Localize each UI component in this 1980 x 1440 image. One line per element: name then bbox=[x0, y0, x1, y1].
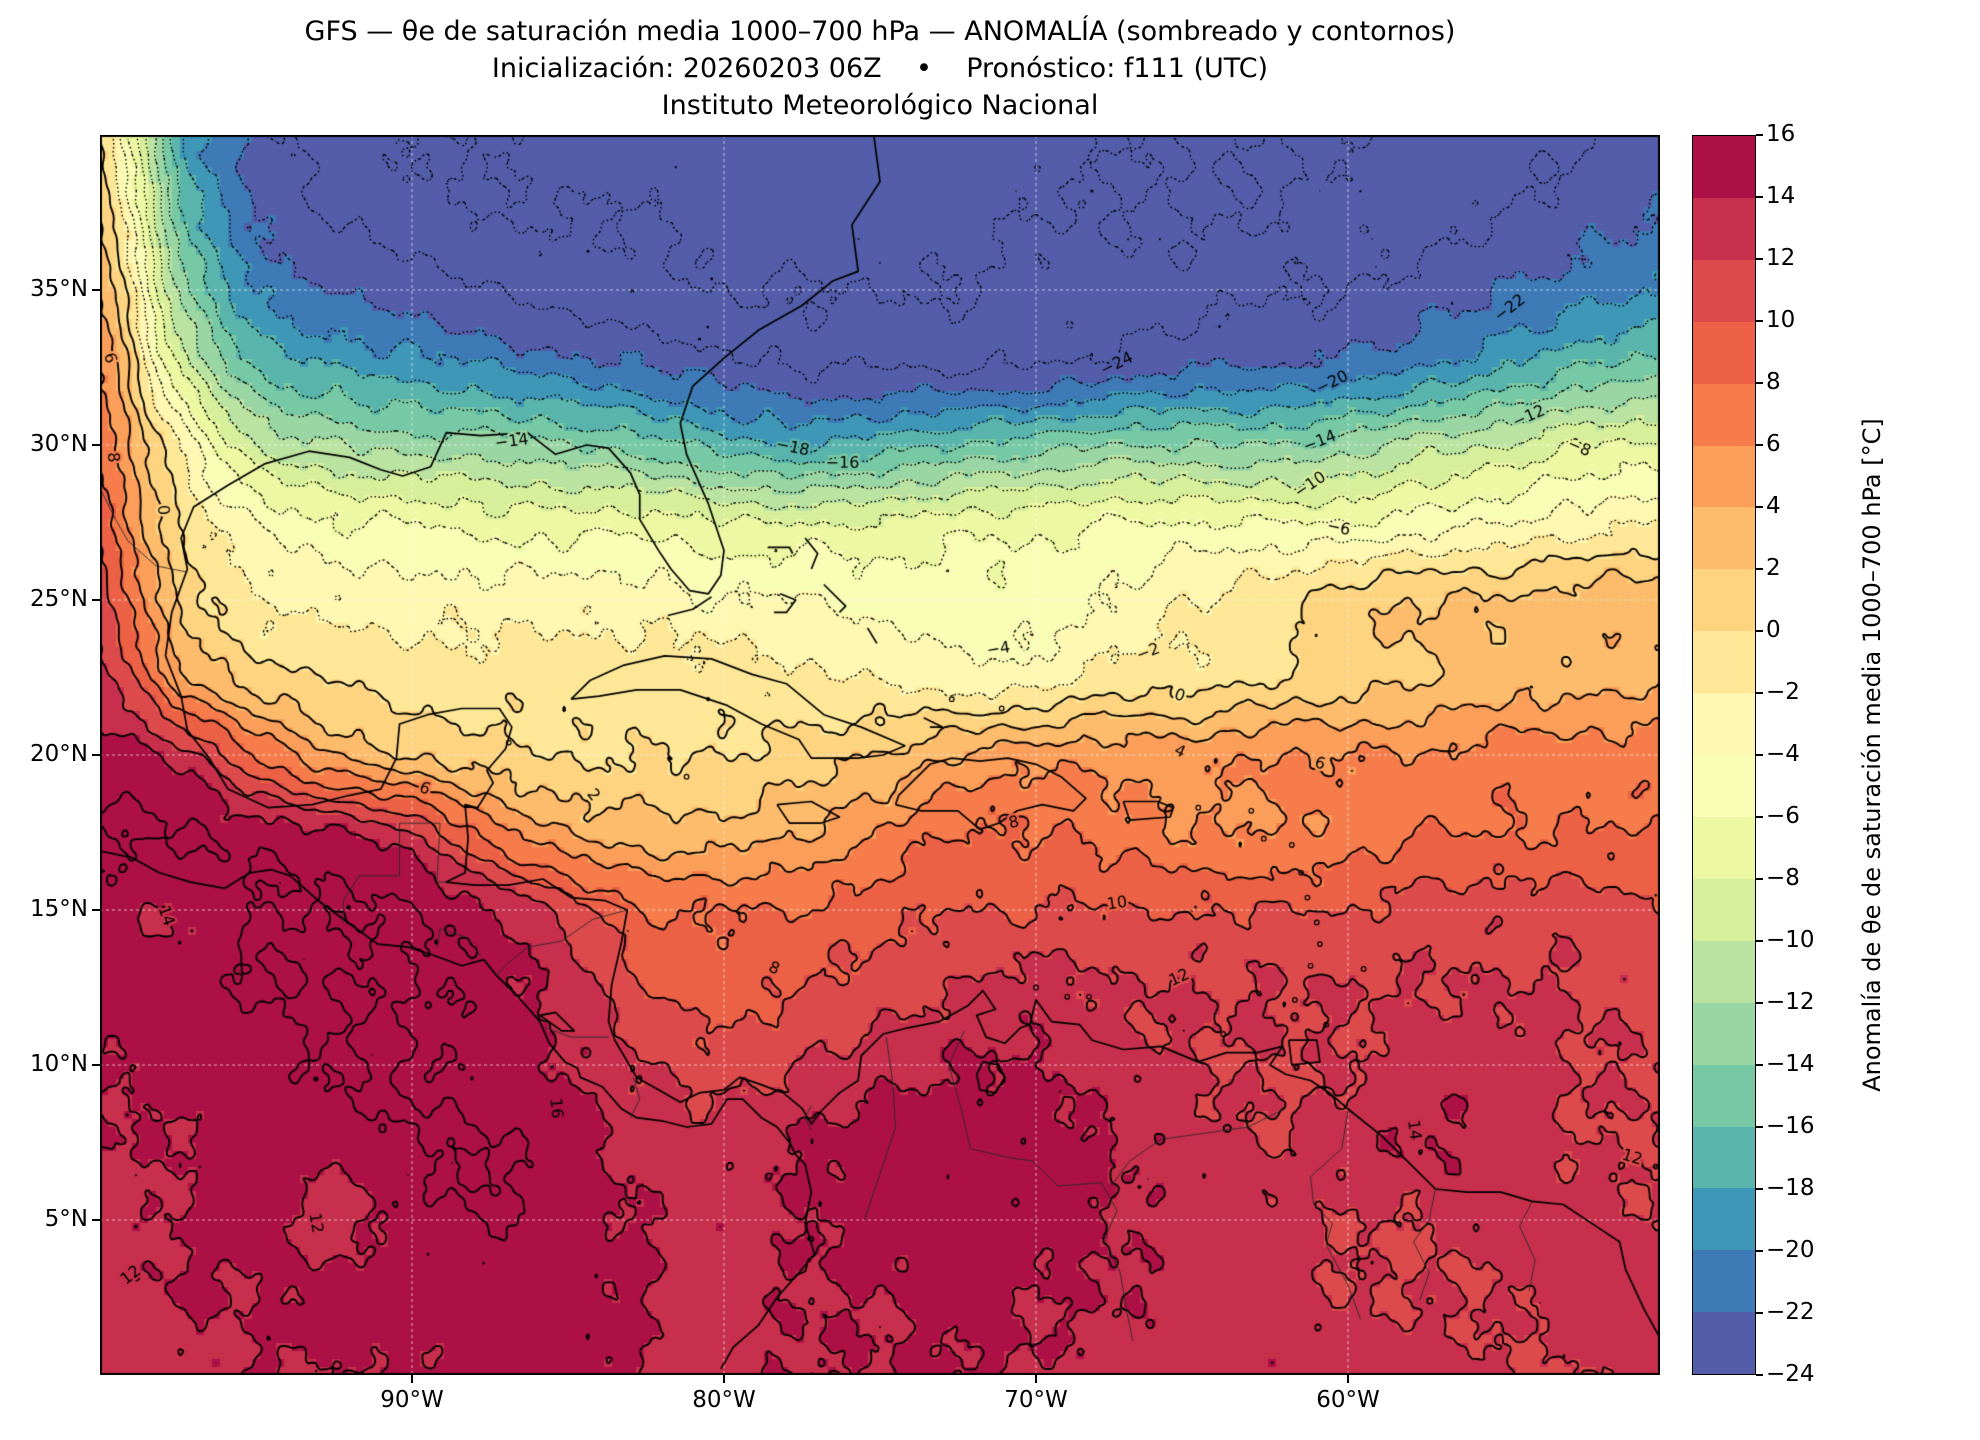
colorbar-tick-mark bbox=[1756, 1002, 1763, 1004]
map-canvas bbox=[100, 135, 1660, 1375]
colorbar-tick-label: −8 bbox=[1766, 865, 1800, 891]
colorbar-tick-label: −20 bbox=[1766, 1237, 1815, 1263]
y-tick-mark bbox=[92, 599, 100, 601]
colorbar-tick-mark bbox=[1756, 506, 1763, 508]
colorbar-tick-label: −2 bbox=[1766, 679, 1800, 705]
colorbar-tick-label: −14 bbox=[1766, 1051, 1815, 1077]
chart-subtitle: Inicialización: 20260203 06Z • Pronóstic… bbox=[491, 53, 1269, 84]
x-tick-mark bbox=[1347, 1375, 1349, 1383]
colorbar-tick-mark bbox=[1756, 1374, 1763, 1376]
y-tick-label: 5°N bbox=[44, 1206, 88, 1232]
y-tick-mark bbox=[92, 289, 100, 291]
colorbar-segment bbox=[1693, 507, 1755, 570]
colorbar-tick-label: 12 bbox=[1766, 245, 1796, 271]
x-tick-mark bbox=[1035, 1375, 1037, 1383]
colorbar-tick-label: 6 bbox=[1766, 431, 1781, 457]
colorbar-tick-label: 16 bbox=[1766, 121, 1796, 147]
colorbar-tick-mark bbox=[1756, 1250, 1763, 1252]
colorbar-tick-mark bbox=[1756, 382, 1763, 384]
colorbar-segment bbox=[1693, 755, 1755, 817]
chart-institution: Instituto Meteorológico Nacional bbox=[661, 90, 1099, 121]
colorbar-label: Anomalía de θe de saturación media 1000–… bbox=[1858, 418, 1886, 1092]
colorbar-tick-label: −6 bbox=[1766, 803, 1800, 829]
colorbar-tick-mark bbox=[1756, 444, 1763, 446]
colorbar-tick-mark bbox=[1756, 1126, 1763, 1128]
colorbar-tick-mark bbox=[1756, 1312, 1763, 1314]
y-tick-label: 10°N bbox=[30, 1051, 88, 1077]
colorbar-tick-mark bbox=[1756, 568, 1763, 570]
colorbar-tick-label: −10 bbox=[1766, 927, 1815, 953]
y-tick-mark bbox=[92, 444, 100, 446]
colorbar-tick-mark bbox=[1756, 878, 1763, 880]
colorbar-tick-label: −16 bbox=[1766, 1113, 1815, 1139]
colorbar-segment bbox=[1693, 197, 1755, 260]
colorbar-tick-label: −4 bbox=[1766, 741, 1800, 767]
colorbar-tick-label: 4 bbox=[1766, 493, 1781, 519]
colorbar-tick-mark bbox=[1756, 630, 1763, 632]
y-tick-label: 25°N bbox=[30, 586, 88, 612]
colorbar-segment bbox=[1693, 136, 1755, 198]
colorbar-tick-label: 14 bbox=[1766, 183, 1796, 209]
colorbar-tick-mark bbox=[1756, 940, 1763, 942]
colorbar-segment bbox=[1693, 383, 1755, 446]
colorbar-segment bbox=[1693, 940, 1755, 1003]
colorbar-segment bbox=[1693, 259, 1755, 322]
x-tick-label: 60°W bbox=[1316, 1387, 1380, 1413]
y-tick-label: 30°N bbox=[30, 431, 88, 457]
colorbar bbox=[1692, 135, 1756, 1375]
colorbar-segment bbox=[1693, 1002, 1755, 1065]
colorbar-tick-mark bbox=[1756, 692, 1763, 694]
x-tick-label: 80°W bbox=[692, 1387, 756, 1413]
colorbar-tick-mark bbox=[1756, 1188, 1763, 1190]
colorbar-tick-label: 10 bbox=[1766, 307, 1796, 333]
colorbar-segment bbox=[1693, 878, 1755, 941]
colorbar-segment bbox=[1693, 631, 1755, 694]
y-tick-mark bbox=[92, 1064, 100, 1066]
y-tick-mark bbox=[92, 909, 100, 911]
colorbar-tick-mark bbox=[1756, 320, 1763, 322]
colorbar-tick-mark bbox=[1756, 754, 1763, 756]
colorbar-segment bbox=[1693, 1312, 1755, 1375]
y-tick-label: 20°N bbox=[30, 741, 88, 767]
colorbar-tick-mark bbox=[1756, 1064, 1763, 1066]
colorbar-tick-label: −12 bbox=[1766, 989, 1815, 1015]
x-tick-label: 90°W bbox=[380, 1387, 444, 1413]
colorbar-segment bbox=[1693, 569, 1755, 632]
y-tick-label: 35°N bbox=[30, 276, 88, 302]
colorbar-tick-label: 2 bbox=[1766, 555, 1781, 581]
colorbar-segment bbox=[1693, 693, 1755, 756]
colorbar-tick-label: −22 bbox=[1766, 1299, 1815, 1325]
colorbar-segment bbox=[1693, 816, 1755, 879]
colorbar-segment bbox=[1693, 1064, 1755, 1127]
colorbar-tick-label: 8 bbox=[1766, 369, 1781, 395]
colorbar-segment bbox=[1693, 1126, 1755, 1189]
colorbar-segment bbox=[1693, 445, 1755, 508]
colorbar-tick-label: −18 bbox=[1766, 1175, 1815, 1201]
x-tick-label: 70°W bbox=[1004, 1387, 1068, 1413]
colorbar-segment bbox=[1693, 1250, 1755, 1313]
colorbar-tick-mark bbox=[1756, 196, 1763, 198]
y-tick-mark bbox=[92, 1219, 100, 1221]
y-tick-label: 15°N bbox=[30, 896, 88, 922]
colorbar-tick-label: −24 bbox=[1766, 1361, 1815, 1387]
x-tick-mark bbox=[411, 1375, 413, 1383]
x-tick-mark bbox=[723, 1375, 725, 1383]
y-tick-mark bbox=[92, 754, 100, 756]
colorbar-segment bbox=[1693, 321, 1755, 384]
chart-title: GFS — θe de saturación media 1000–700 hP… bbox=[304, 16, 1456, 47]
colorbar-tick-label: 0 bbox=[1766, 617, 1781, 643]
colorbar-segment bbox=[1693, 1188, 1755, 1251]
colorbar-tick-mark bbox=[1756, 816, 1763, 818]
colorbar-tick-mark bbox=[1756, 134, 1763, 136]
colorbar-tick-mark bbox=[1756, 258, 1763, 260]
